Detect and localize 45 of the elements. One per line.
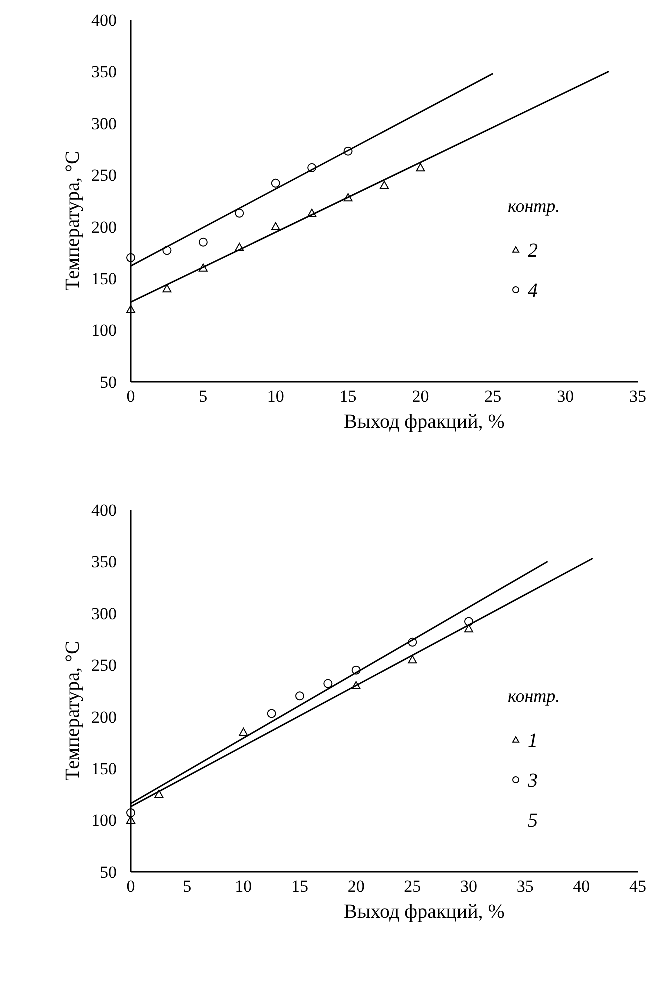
x-tick-label: 15 bbox=[292, 877, 308, 896]
x-tick-label: 10 bbox=[235, 877, 252, 896]
x-tick-label: 0 bbox=[126, 387, 136, 406]
y-tick-label: 350 bbox=[92, 62, 117, 82]
legend-label: 2 bbox=[528, 240, 538, 262]
x-tick-label: 45 bbox=[630, 877, 646, 896]
legend-label: 3 bbox=[527, 770, 538, 792]
y-tick-label: 50 bbox=[100, 862, 117, 882]
y-axis-title: Температура, °С bbox=[62, 641, 84, 781]
x-tick-label: 15 bbox=[340, 387, 357, 406]
y-tick-label: 300 bbox=[92, 114, 117, 134]
y-tick-label: 100 bbox=[92, 321, 117, 340]
x-tick-label: 35 bbox=[630, 387, 646, 406]
y-tick-label: 400 bbox=[92, 500, 117, 520]
legend-title: контр. bbox=[508, 686, 560, 706]
y-axis-title: Температура, °С bbox=[62, 151, 84, 291]
x-tick-label: 5 bbox=[199, 387, 208, 406]
x-axis-title: Выход фракций, % bbox=[344, 411, 505, 433]
x-tick-label: 20 bbox=[348, 877, 365, 896]
y-tick-label: 300 bbox=[92, 604, 117, 624]
x-tick-label: 25 bbox=[404, 877, 422, 896]
y-tick-label: 200 bbox=[92, 218, 117, 237]
x-tick-label: 10 bbox=[267, 387, 284, 406]
y-tick-label: 100 bbox=[92, 811, 117, 830]
x-axis-title: Выход фракций, % bbox=[344, 901, 505, 923]
y-tick-label: 250 bbox=[92, 656, 117, 676]
x-tick-label: 25 bbox=[484, 387, 502, 406]
x-tick-label: 30 bbox=[557, 387, 574, 406]
legend-title: контр. bbox=[508, 196, 560, 216]
y-tick-label: 150 bbox=[92, 270, 117, 289]
x-tick-label: 0 bbox=[126, 877, 136, 896]
legend-label: 4 bbox=[528, 280, 538, 302]
y-tick-label: 200 bbox=[92, 708, 117, 727]
y-tick-label: 50 bbox=[100, 372, 117, 392]
y-tick-label: 150 bbox=[92, 760, 117, 779]
x-tick-label: 35 bbox=[516, 877, 534, 896]
x-tick-label: 20 bbox=[412, 387, 430, 406]
legend-label: 1 bbox=[528, 730, 538, 752]
y-tick-label: 350 bbox=[92, 552, 117, 572]
y-tick-label: 250 bbox=[92, 166, 117, 186]
x-tick-label: 5 bbox=[183, 877, 192, 896]
x-tick-label: 30 bbox=[460, 877, 478, 896]
y-tick-label: 400 bbox=[92, 10, 117, 30]
x-tick-label: 40 bbox=[573, 877, 590, 896]
legend-label: 5 bbox=[528, 810, 538, 832]
